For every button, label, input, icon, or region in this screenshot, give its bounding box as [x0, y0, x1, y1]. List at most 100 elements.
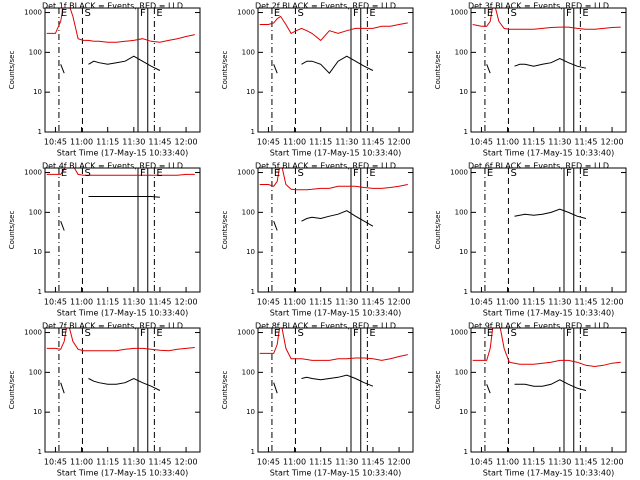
chart-title: Det 2f BLACK = Events, RED = LLD — [255, 2, 396, 11]
x-axis-label: Start Time (17-May-15 10:33:40) — [57, 469, 188, 478]
y-tick-label: 1 — [38, 128, 42, 136]
event-marker-label: F — [353, 168, 359, 179]
x-tick-label: 11:45 — [361, 298, 384, 307]
x-axis-label: Start Time (17-May-15 10:33:40) — [270, 469, 401, 478]
event-marker-label: E — [369, 168, 375, 179]
x-tick-label: 11:45 — [148, 298, 171, 307]
y-axis-label: Counts/sec — [221, 51, 229, 90]
x-tick-label: 11:45 — [148, 138, 171, 147]
plot-frame — [44, 7, 201, 133]
x-tick-label: 12:00 — [388, 298, 411, 307]
plot-area — [259, 168, 408, 292]
panel: Det 3f BLACK = Events, RED = LLD Start Ti… — [434, 2, 627, 158]
plot-frame — [257, 7, 414, 133]
y-tick-label: 1000 — [450, 9, 468, 17]
y-axis-label: Counts/sec — [8, 211, 16, 250]
y-tick-label: 100 — [455, 368, 468, 376]
plot-area — [46, 168, 195, 292]
event-marker-label: S — [84, 8, 90, 19]
series-line — [60, 377, 161, 394]
y-tick-label: 1 — [38, 448, 42, 456]
plot-frame — [44, 167, 201, 293]
event-marker-label: E — [274, 8, 280, 19]
y-tick-label: 10 — [33, 408, 42, 416]
series-line — [486, 57, 587, 74]
chart-title: Det 6f BLACK = Events, RED = LLD — [468, 162, 609, 171]
y-tick-label: 100 — [29, 368, 42, 376]
x-tick-label: 10:45 — [257, 138, 280, 147]
x-tick-label: 11:30 — [122, 138, 145, 147]
event-marker-label: F — [353, 328, 359, 339]
plot-frame — [44, 327, 201, 453]
event-marker-label: S — [510, 8, 516, 19]
x-tick-label: 12:00 — [388, 138, 411, 147]
x-tick-label: 11:30 — [548, 458, 571, 467]
x-tick-label: 11:15 — [309, 298, 332, 307]
x-axis-label: Start Time (17-May-15 10:33:40) — [270, 309, 401, 318]
x-axis-label: Start Time (17-May-15 10:33:40) — [483, 149, 614, 158]
event-marker-label: S — [297, 328, 303, 339]
panel: Det 8f BLACK = Events, RED = LLD Start Ti… — [221, 322, 414, 478]
event-marker-label: S — [297, 8, 303, 19]
x-tick-label: 11:15 — [522, 458, 545, 467]
y-axis-label: Counts/sec — [434, 51, 442, 90]
x-tick-label: 11:30 — [335, 138, 358, 147]
plot-area — [472, 328, 621, 452]
y-tick-label: 1000 — [24, 169, 42, 177]
event-marker-label: S — [84, 328, 90, 339]
event-marker-label: E — [369, 328, 375, 339]
event-marker-label: S — [297, 168, 303, 179]
panel: Det 4f BLACK = Events, RED = LLD Start Ti… — [8, 162, 201, 318]
plot-area — [484, 168, 587, 292]
series-line — [46, 168, 195, 176]
x-axis-label: Start Time (17-May-15 10:33:40) — [270, 149, 401, 158]
x-tick-label: 12:00 — [175, 298, 198, 307]
plot-frame — [470, 7, 627, 133]
event-marker-label: E — [582, 8, 588, 19]
event-marker-label: E — [61, 328, 67, 339]
x-axis-label: Start Time (17-May-15 10:33:40) — [57, 149, 188, 158]
series-line — [46, 8, 195, 43]
x-tick-label: 11:15 — [96, 138, 119, 147]
plot-frame — [470, 327, 627, 453]
event-marker-label: S — [510, 328, 516, 339]
x-tick-label: 11:00 — [70, 298, 93, 307]
x-tick-label: 10:45 — [257, 458, 280, 467]
chart-title: Det 9f BLACK = Events, RED = LLD — [468, 322, 609, 331]
x-tick-label: 12:00 — [601, 298, 624, 307]
event-marker-label: E — [274, 168, 280, 179]
x-tick-label: 11:30 — [122, 298, 145, 307]
y-axis-label: Counts/sec — [8, 51, 16, 90]
x-tick-label: 11:00 — [283, 458, 306, 467]
y-tick-label: 1 — [251, 448, 255, 456]
series-line — [46, 328, 195, 352]
event-marker-label: E — [61, 8, 67, 19]
series-line — [60, 55, 161, 74]
event-marker-label: E — [274, 328, 280, 339]
plot-area — [259, 328, 408, 452]
plot-area — [259, 8, 408, 132]
y-tick-label: 1000 — [450, 169, 468, 177]
event-marker-label: E — [369, 8, 375, 19]
x-axis-label: Start Time (17-May-15 10:33:40) — [483, 309, 614, 318]
series-line — [472, 8, 621, 30]
x-tick-label: 11:15 — [522, 138, 545, 147]
series-line — [259, 168, 408, 191]
x-tick-label: 11:15 — [309, 138, 332, 147]
y-tick-label: 10 — [246, 88, 255, 96]
y-tick-label: 100 — [242, 368, 255, 376]
x-tick-label: 10:45 — [470, 298, 493, 307]
event-marker-label: E — [156, 8, 162, 19]
y-tick-label: 100 — [242, 48, 255, 56]
y-tick-label: 10 — [246, 248, 255, 256]
x-tick-label: 10:45 — [470, 458, 493, 467]
event-marker-label: E — [582, 168, 588, 179]
y-tick-label: 1000 — [24, 329, 42, 337]
event-marker-label: F — [140, 168, 146, 179]
y-tick-label: 10 — [33, 248, 42, 256]
y-tick-label: 1 — [464, 448, 468, 456]
x-tick-label: 11:45 — [148, 458, 171, 467]
y-axis-label: Counts/sec — [434, 371, 442, 410]
y-axis-label: Counts/sec — [8, 371, 16, 410]
